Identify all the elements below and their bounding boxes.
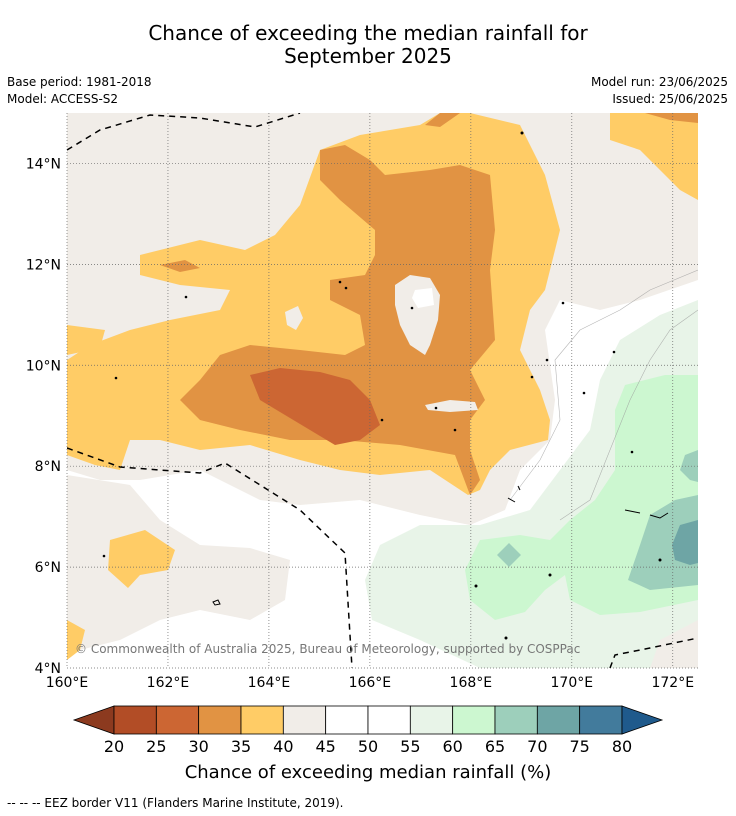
field-30-35-west — [160, 260, 200, 272]
field-35-40-west — [67, 325, 105, 355]
islands — [102, 131, 669, 640]
colorbar-segment — [113, 705, 157, 735]
colorbar-min-extend — [72, 705, 115, 735]
colorbar-tick-label: 70 — [527, 737, 547, 756]
contour-lines — [509, 269, 698, 521]
longitude-label: 160°E — [46, 675, 89, 691]
colorbar-segment — [494, 705, 538, 735]
colorbar-tick-label: 40 — [273, 737, 293, 756]
colorbar-tick-label: 80 — [612, 737, 632, 756]
colorbar-segment — [155, 705, 200, 735]
field-35-40-sw1 — [108, 530, 175, 588]
colorbar-segment — [536, 705, 581, 735]
longitude-labels: 160°E 162°E 164°E 166°E 168°E 170°E 172°E — [46, 675, 694, 691]
colorbar-tick-label: 20 — [104, 737, 124, 756]
colorbar: 20 25 30 35 40 45 50 55 60 65 70 75 80 — [72, 705, 664, 756]
contour-fields — [67, 113, 698, 668]
field-35-40-ne — [610, 113, 698, 200]
model-name: Model: ACCESS-S2 — [7, 92, 119, 106]
field-65-70-spot — [497, 543, 521, 567]
title-line-1: Chance of exceeding the median rainfall … — [148, 21, 588, 45]
map-title: Chance of exceeding the median rainfall … — [0, 22, 736, 68]
colorbar-segment — [367, 705, 411, 735]
colorbar-segment — [198, 705, 242, 735]
colorbar-tick-label: 65 — [485, 737, 505, 756]
field-65-70 — [628, 495, 698, 590]
field-30-35-ne — [645, 113, 698, 123]
field-30-35-north — [425, 113, 460, 127]
colorbar-segment — [240, 705, 284, 735]
longitude-label: 170°E — [551, 675, 594, 691]
model-run: Model run: 23/06/2025 — [590, 75, 728, 89]
field-30-35 — [180, 145, 495, 495]
field-45-50-hole2 — [285, 306, 303, 330]
colorbar-tick-label: 25 — [146, 737, 166, 756]
latitude-label: 8°N — [35, 459, 61, 475]
field-70-75 — [672, 520, 698, 565]
colorbar-segment — [452, 705, 496, 735]
meta-left: Base period: 1981-2018 Model: ACCESS-S2 — [7, 74, 152, 108]
eez-legend-footer: -- -- -- EEZ border V11 (Flanders Marine… — [7, 796, 344, 810]
title-line-2: September 2025 — [284, 44, 452, 68]
latitude-label: 12°N — [26, 257, 61, 273]
latitude-label: 10°N — [26, 358, 61, 374]
colorbar-title: Chance of exceeding median rainfall (%) — [185, 762, 552, 783]
field-35-40-sw2 — [67, 620, 85, 660]
longitude-label: 172°E — [651, 675, 694, 691]
field-45-50-hole3 — [425, 400, 478, 412]
latitude-label: 14°N — [26, 156, 61, 172]
latitude-label: 4°N — [35, 661, 61, 677]
colorbar-segment — [282, 705, 327, 735]
latitude-label: 6°N — [35, 560, 61, 576]
copyright-text: © Commonwealth of Australia 2025, Bureau… — [75, 642, 580, 656]
longitude-label: 166°E — [349, 675, 392, 691]
colorbar-tick-label: 55 — [400, 737, 420, 756]
meta-right: Model run: 23/06/2025 Issued: 25/06/2025 — [591, 74, 728, 108]
colorbar-tick-label: 50 — [358, 737, 378, 756]
issued-date: Issued: 25/06/2025 — [612, 92, 728, 106]
colorbar-tick-label: 35 — [231, 737, 251, 756]
colorbar-segment — [325, 705, 369, 735]
eez-border — [67, 113, 698, 668]
field-45-50-south — [67, 475, 290, 655]
longitude-label: 164°E — [248, 675, 291, 691]
colorbar-tick-label: 45 — [315, 737, 335, 756]
longitude-label: 162°E — [147, 675, 190, 691]
colorbar-tick-label: 75 — [569, 737, 589, 756]
colorbar-max-extend — [621, 705, 664, 735]
field-25-30 — [250, 368, 380, 445]
graticule — [66, 113, 698, 669]
colorbar-tick-label: 30 — [188, 737, 208, 756]
longitude-label: 168°E — [450, 675, 493, 691]
colorbar-segment — [579, 705, 623, 735]
base-period: Base period: 1981-2018 — [7, 75, 152, 89]
colorbar-segment — [409, 705, 454, 735]
field-50-55-hole — [412, 288, 434, 308]
colorbar-tick-label: 60 — [442, 737, 462, 756]
latitude-labels: 14°N 12°N 10°N 8°N 6°N 4°N — [26, 156, 61, 677]
